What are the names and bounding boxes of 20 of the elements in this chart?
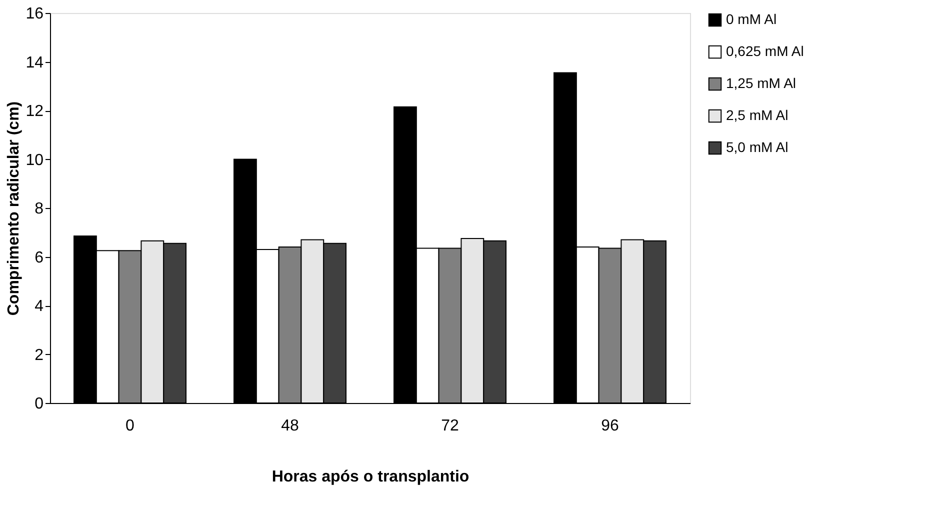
legend-label: 2,5 mM Al bbox=[726, 107, 788, 123]
legend-label: 5,0 mM Al bbox=[726, 139, 788, 155]
x-tick-label: 96 bbox=[601, 418, 619, 434]
x-axis-title: Horas após o transplantio bbox=[272, 468, 470, 486]
y-tick-label: 0 bbox=[34, 396, 44, 412]
y-tick-label: 12 bbox=[26, 103, 44, 120]
y-tick-label: 16 bbox=[26, 6, 44, 22]
y-tick-label: 10 bbox=[26, 152, 44, 169]
x-tick-label: 48 bbox=[281, 418, 299, 434]
y-tick-label: 14 bbox=[26, 54, 44, 72]
y-tick-label: 2 bbox=[34, 346, 44, 364]
x-tick-label: 0 bbox=[126, 418, 135, 434]
legend-label: 0 mM Al bbox=[726, 11, 777, 27]
y-axis-title: Comprimento radicular (cm) bbox=[6, 101, 23, 316]
y-tick-label: 6 bbox=[34, 249, 44, 266]
y-tick-label: 4 bbox=[34, 298, 44, 315]
x-tick-label: 72 bbox=[441, 418, 459, 434]
legend-label: 1,25 mM Al bbox=[726, 75, 796, 91]
legend-label: 0,625 mM Al bbox=[726, 43, 804, 59]
y-tick-label: 8 bbox=[34, 200, 44, 218]
